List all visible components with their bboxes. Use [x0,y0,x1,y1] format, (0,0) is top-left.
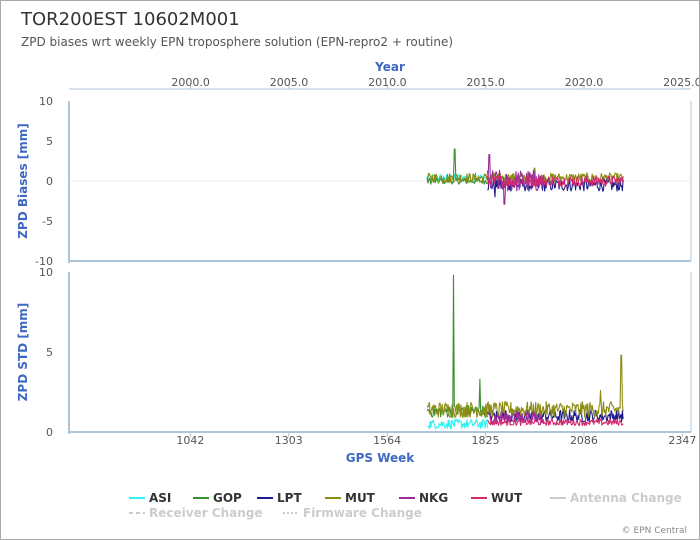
legend: ASI GOP LPT MUT NKG WUT Antenna Change Receiver… [129,491,682,520]
legend-label-mut: MUT [345,491,376,505]
std-y-axis-label: ZPD STD [mm] [16,303,30,402]
biases-y-axis-label: ZPD Biases [mm] [16,123,30,239]
std-y-tick-label: 0 [46,426,53,439]
biases-y-tick-label: -10 [35,255,53,268]
year-tick-label: 2025.0 [663,76,699,89]
legend-event-label: Antenna Change [570,491,682,505]
std-series-nkg [486,410,545,425]
gps-week-tick-label: 2086 [570,434,598,447]
biases-series-nkg [486,154,545,205]
gps-week-tick-label: 2347 [668,434,696,447]
year-axis-label: Year [374,60,405,74]
biases-y-tick-label: 0 [46,175,53,188]
std-series-wut [487,418,624,427]
chart-subtitle: ZPD biases wrt weekly EPN troposphere so… [21,35,454,49]
std-y-tick-label: 10 [39,266,53,279]
legend-label-nkg: NKG [419,491,448,505]
legend-label-lpt: LPT [277,491,302,505]
year-tick-label: 2005.0 [270,76,309,89]
gps-week-axis-label: GPS Week [346,451,416,465]
labels-layer: -10 -5 0 5 10 ZPD Biases [mm] 2000.0 2005.0 2010… [16,60,699,465]
gps-week-tick-label: 1042 [176,434,204,447]
std-series-mut [426,354,624,419]
year-tick-label: 2020.0 [565,76,604,89]
year-tick-label: 2015.0 [466,76,505,89]
legend-event-label: Receiver Change [149,506,263,520]
legend-label-asi: ASI [149,491,171,505]
legend-event-label: Firmware Change [303,506,422,520]
biases-y-tick-label: 5 [46,135,53,148]
gps-week-tick-label: 1825 [472,434,500,447]
gps-week-tick-label: 1564 [373,434,401,447]
year-tick-label: 2000.0 [171,76,210,89]
legend-label-gop: GOP [213,491,242,505]
biases-y-tick-label: -5 [42,215,53,228]
year-tick-label: 2010.0 [368,76,407,89]
axes-layer [68,85,692,437]
biases-series-wut [486,175,624,188]
credit-text: © EPN Central [621,526,687,536]
chart-title: TOR200EST 10602M001 [21,9,240,30]
std-series-gop [426,274,488,419]
std-y-tick-label: 5 [46,346,53,359]
gps-week-tick-label: 1303 [275,434,303,447]
series-layer [426,148,624,430]
biases-y-tick-label: 10 [39,95,53,108]
std-series-asi [426,418,488,430]
legend-label-wut: WUT [491,491,523,505]
